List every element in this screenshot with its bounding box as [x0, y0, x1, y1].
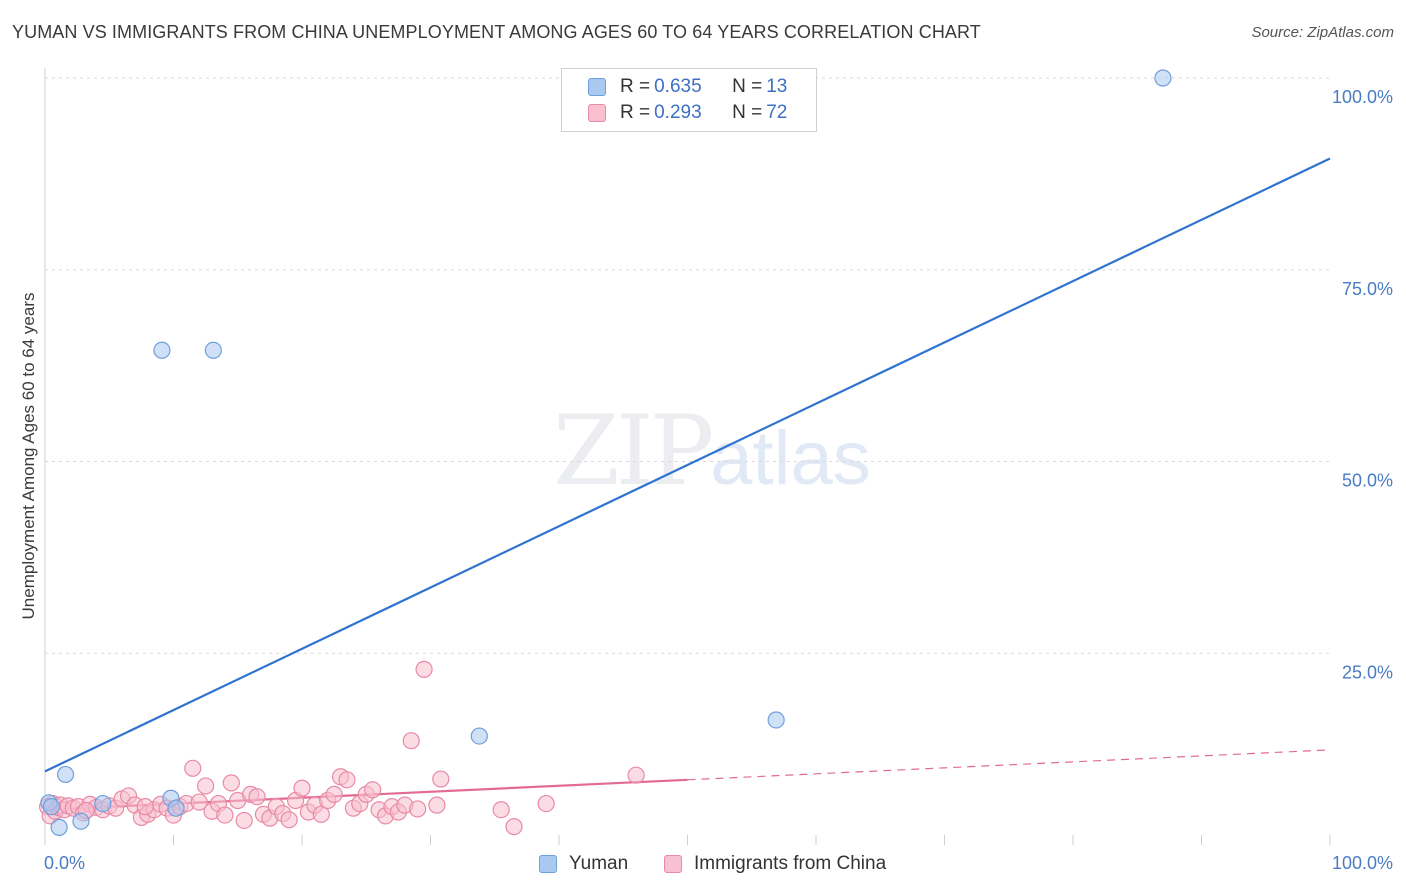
china-point [190, 793, 208, 811]
chart-title: YUMAN VS IMMIGRANTS FROM CHINA UNEMPLOYM… [12, 22, 981, 42]
y-axis-title: Unemployment Among Ages 60 to 64 years [19, 293, 38, 620]
legend: R = 0.635 N = 13 R = 0.293 N = 72 [561, 68, 817, 132]
legend-r-value: 0.293 [654, 102, 702, 123]
legend-r-label: R = [620, 102, 651, 123]
legend-row-yuman: R = 0.635 N = 13 [588, 74, 787, 100]
china-point [402, 732, 420, 750]
yuman-point [94, 794, 112, 813]
bottom-legend-swatch-yuman [539, 855, 557, 873]
bottom-legend-china: Immigrants from China [664, 851, 886, 877]
tick-labels: 25.0% 50.0% 75.0% 100.0% 0.0% 100.0% [44, 87, 1393, 873]
china-point [338, 771, 356, 789]
bottom-legend-label-yuman: Yuman [569, 853, 629, 874]
china-point [505, 817, 523, 836]
bottom-legend-label-china: Immigrants from China [694, 853, 887, 874]
legend-r-label: R = [620, 76, 651, 97]
china-point [293, 779, 311, 797]
china-point [184, 759, 202, 777]
china-point [280, 811, 298, 829]
china-trendline-extension [687, 749, 1331, 781]
legend-swatch-yuman [588, 78, 606, 96]
x-tick-label: 0.0% [44, 853, 85, 873]
china-point [136, 798, 154, 816]
china-point [248, 788, 266, 806]
y-tick-label: 50.0% [1342, 471, 1393, 491]
yuman-point [56, 765, 75, 784]
china-point [409, 800, 427, 818]
china-point [415, 660, 433, 678]
legend-n-value: 13 [766, 76, 788, 97]
gridlines [45, 77, 1330, 654]
yuman-point [767, 711, 785, 729]
yuman-point [470, 727, 488, 745]
y-tick-label: 25.0% [1342, 662, 1393, 682]
trendlines [44, 157, 1331, 811]
legend-swatch-china [588, 104, 606, 122]
yuman-trendline [44, 157, 1331, 773]
legend-n-label: N = [732, 76, 763, 97]
watermark-atlas: atlas [710, 416, 871, 501]
yuman-point [153, 341, 171, 359]
china-point [222, 774, 240, 792]
yuman-point [204, 341, 222, 359]
china-point [197, 777, 215, 795]
watermark: ZIPatlas [553, 395, 871, 507]
yuman-point [167, 799, 185, 817]
source-label: Source: ZipAtlas.com [1251, 24, 1394, 41]
legend-n-value: 72 [766, 102, 788, 123]
x-tick-label: 100.0% [1332, 853, 1393, 873]
data-points [38, 69, 1172, 836]
yuman-point [1154, 69, 1172, 87]
yuman-point [42, 798, 61, 816]
china-point [312, 805, 330, 823]
yuman-point [50, 818, 68, 836]
china-point [492, 801, 510, 819]
y-tick-label: 100.0% [1332, 87, 1393, 107]
china-point [537, 794, 555, 813]
axes [44, 68, 1331, 845]
legend-n-label: N = [732, 102, 763, 123]
china-point [428, 796, 446, 814]
bottom-legend-yuman: Yuman [539, 851, 628, 877]
watermark-zip: ZIP [553, 395, 714, 507]
legend-row-china: R = 0.293 N = 72 [588, 100, 787, 126]
china-point [364, 781, 382, 799]
china-point [216, 806, 234, 824]
bottom-legend-swatch-china [664, 855, 682, 873]
china-point [627, 766, 645, 784]
legend-r-value: 0.635 [654, 76, 702, 97]
china-point [235, 811, 253, 830]
yuman-point [72, 812, 90, 830]
y-tick-label: 75.0% [1342, 279, 1393, 299]
china-point [325, 785, 343, 803]
china-point [432, 770, 450, 788]
